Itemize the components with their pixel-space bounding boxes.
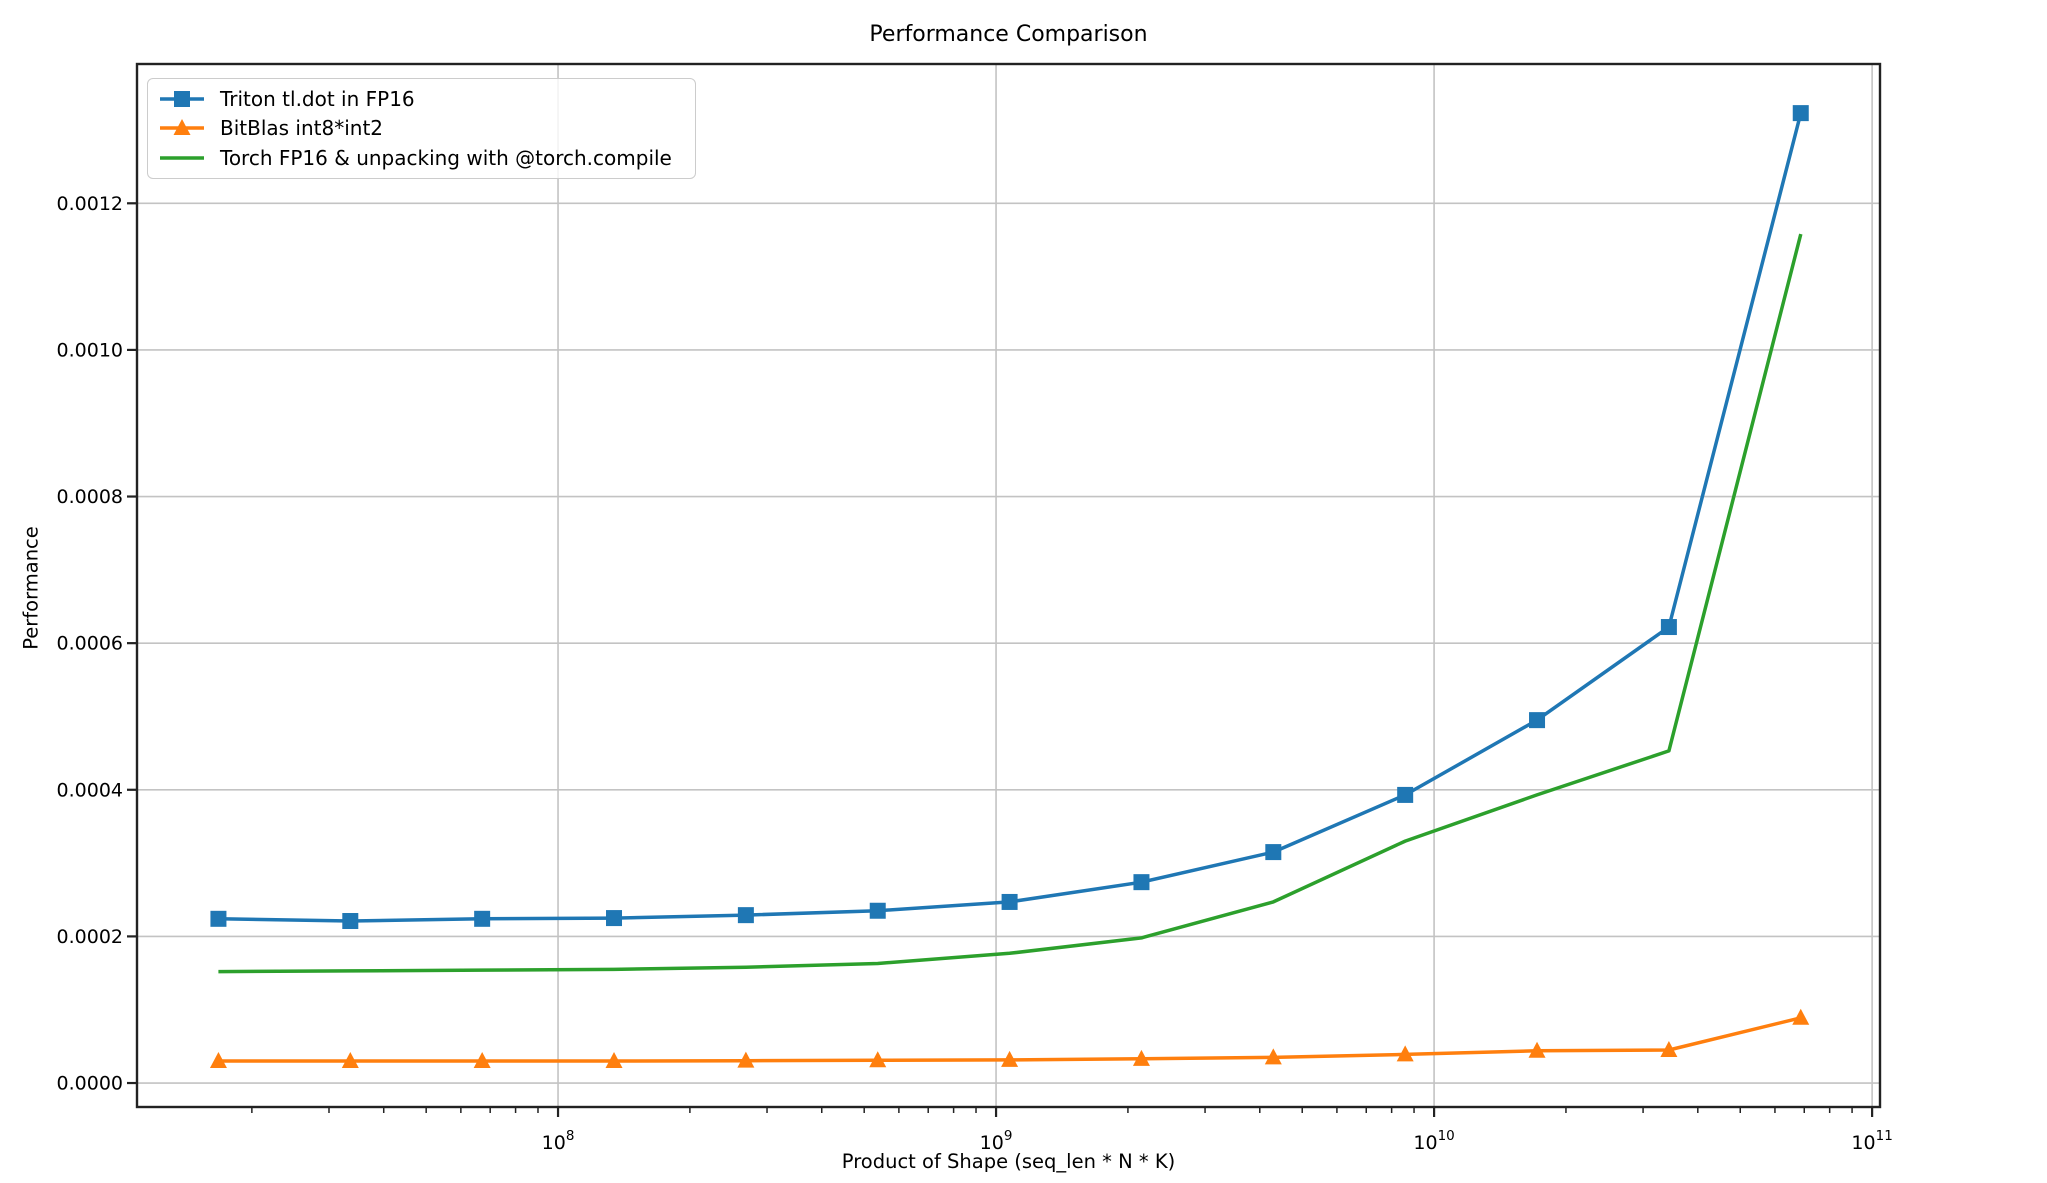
x-tick-label: 109 bbox=[980, 1128, 1013, 1154]
x-tick-label: 108 bbox=[542, 1128, 575, 1154]
legend-label: BitBlas int8*int2 bbox=[220, 116, 384, 141]
series-2-line bbox=[218, 233, 1803, 974]
x-tick-label: 1011 bbox=[1851, 1128, 1892, 1154]
square-marker-icon bbox=[1660, 619, 1677, 636]
y-tick-label: 0.0010 bbox=[57, 339, 123, 361]
square-marker-icon bbox=[1397, 786, 1414, 803]
y-tick-label: 0.0004 bbox=[57, 779, 123, 801]
legend-item: Torch FP16 & unpacking with @torch.compi… bbox=[159, 147, 684, 169]
triangle-marker-icon bbox=[1528, 1041, 1546, 1058]
triangle-marker-icon bbox=[1001, 1050, 1019, 1067]
series-0 bbox=[210, 105, 1809, 930]
series-0-line bbox=[218, 112, 1803, 923]
axes-frame bbox=[135, 62, 1882, 1109]
x-axis-label: Product of Shape (seq_len * N * K) bbox=[841, 1150, 1176, 1173]
triangle-marker-icon bbox=[473, 1052, 491, 1069]
x-tick-label: 1010 bbox=[1413, 1128, 1454, 1154]
square-marker-icon bbox=[174, 90, 190, 107]
square-marker-icon bbox=[1133, 874, 1150, 891]
square-marker-icon bbox=[210, 910, 227, 927]
y-tick-label: 0.0006 bbox=[57, 633, 123, 655]
legend-item: BitBlas int8*int2 bbox=[159, 117, 684, 139]
triangle-marker-icon bbox=[737, 1051, 755, 1068]
square-marker-icon bbox=[1265, 844, 1282, 861]
legend-label: Torch FP16 & unpacking with @torch.compi… bbox=[220, 146, 672, 171]
square-marker-icon bbox=[1792, 105, 1809, 122]
y-tick-label: 0.0012 bbox=[57, 193, 123, 215]
triangle-marker-icon bbox=[209, 1052, 227, 1069]
triangle-marker-icon bbox=[1792, 1008, 1810, 1025]
triangle-marker-icon bbox=[605, 1052, 623, 1069]
square-marker-icon bbox=[1529, 712, 1546, 729]
square-marker-icon bbox=[869, 902, 886, 919]
triangle-marker-icon bbox=[1660, 1041, 1678, 1058]
y-tick-label: 0.0002 bbox=[57, 926, 123, 948]
triangle-marker-icon bbox=[1264, 1048, 1282, 1065]
chart-title: Performance Comparison bbox=[869, 22, 1148, 47]
legend-label: Triton tl.dot in FP16 bbox=[220, 86, 415, 111]
square-marker-icon bbox=[474, 910, 491, 927]
y-tick-label: 0.0008 bbox=[57, 486, 123, 508]
triangle-marker-icon bbox=[1132, 1049, 1150, 1066]
series-2 bbox=[218, 233, 1803, 974]
legend-item: Triton tl.dot in FP16 bbox=[159, 88, 684, 110]
legend: Triton tl.dot in FP16 BitBlas int8*int2 To… bbox=[147, 78, 696, 179]
triangle-marker-icon bbox=[1396, 1045, 1414, 1062]
y-axis-label: Performance bbox=[19, 526, 43, 650]
y-tick-label: 0.0000 bbox=[57, 1073, 123, 1095]
square-marker-icon bbox=[342, 913, 359, 930]
square-marker-icon bbox=[1001, 893, 1018, 910]
triangle-marker-icon bbox=[869, 1051, 887, 1068]
gridlines bbox=[137, 64, 1880, 1107]
legend-line-sample-icon bbox=[160, 90, 204, 107]
legend-line-sample-icon bbox=[160, 156, 204, 160]
square-marker-icon bbox=[606, 910, 623, 927]
legend-line-sample-icon bbox=[160, 119, 204, 136]
series-1 bbox=[209, 1008, 1810, 1069]
square-marker-icon bbox=[737, 907, 754, 924]
triangle-marker-icon bbox=[341, 1052, 359, 1069]
axis-ticks: 108 109 1010 1011 0.0000 0.0002 0.0004 0.0006 0.… bbox=[57, 193, 1893, 1154]
triangle-marker-icon bbox=[173, 119, 191, 136]
